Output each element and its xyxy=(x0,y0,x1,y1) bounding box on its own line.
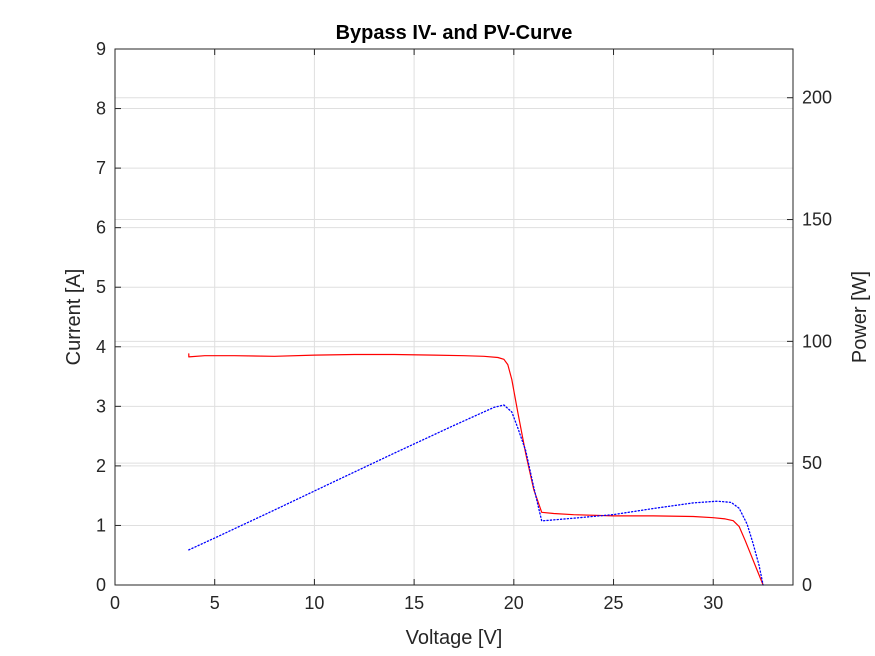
y2-tick-label: 50 xyxy=(802,453,822,473)
current-curve-line xyxy=(188,353,764,586)
x-axis-title: Voltage [V] xyxy=(406,627,503,649)
y2-tick-label: 200 xyxy=(802,88,832,108)
y-axis-title: Current [A] xyxy=(63,269,85,366)
y-tick-label: 9 xyxy=(96,39,106,59)
y2-axis-title: Power [W] xyxy=(849,271,871,363)
axes-frame xyxy=(114,48,794,586)
y-tick-label: 7 xyxy=(96,158,106,178)
y-tick-label: 6 xyxy=(96,218,106,238)
y-tick-label: 4 xyxy=(96,337,106,357)
x-tick-label: 30 xyxy=(703,593,723,613)
series-layer xyxy=(188,353,764,586)
x-tick-label: 25 xyxy=(604,593,624,613)
grid-lines xyxy=(114,48,793,586)
power-curve-line xyxy=(188,404,764,586)
chart-title: Bypass IV- and PV-Curve xyxy=(336,22,573,44)
y-tick-label: 8 xyxy=(96,99,106,119)
x-tick-label: 10 xyxy=(304,593,324,613)
y-tick-label: 1 xyxy=(96,515,106,535)
y2-tick-label: 150 xyxy=(802,210,832,230)
tick-labels: 0 5 10 15 20 25 30 0 1 2 3 4 5 6 7 8 9 0 50 100 150 200 xyxy=(96,39,832,613)
y2-tick-label: 0 xyxy=(802,575,812,595)
y-tick-label: 0 xyxy=(96,575,106,595)
axes-box xyxy=(114,48,794,586)
x-tick-label: 20 xyxy=(504,593,524,613)
y-tick-label: 5 xyxy=(96,277,106,297)
plot-area xyxy=(115,49,793,585)
y2-tick-label: 100 xyxy=(802,331,832,351)
x-tick-label: 5 xyxy=(210,593,220,613)
x-tick-label: 0 xyxy=(110,593,120,613)
x-tick-label: 15 xyxy=(404,593,424,613)
y-tick-label: 2 xyxy=(96,456,106,476)
y-tick-label: 3 xyxy=(96,396,106,416)
